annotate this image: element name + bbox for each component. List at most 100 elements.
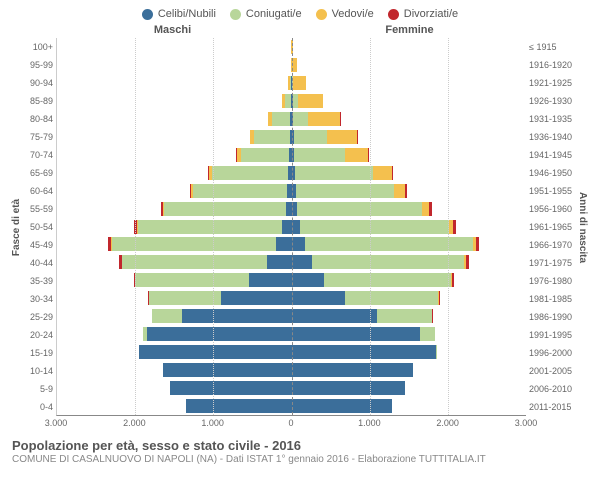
population-pyramid-chart: Celibi/NubiliConiugati/eVedovi/eDivorzia… [0,0,600,500]
segment [212,166,289,180]
birth-year-label: 1921-1925 [526,74,578,92]
segment [296,184,394,198]
birth-year-label: ≤ 1915 [526,38,578,56]
age-label: 65-69 [22,164,56,182]
segment [295,166,373,180]
birth-year-label: 2011-2015 [526,398,578,416]
segment [292,273,325,287]
birth-year-label: 1941-1945 [526,146,578,164]
bar-male [57,58,292,72]
legend-label: Vedovi/e [332,8,374,20]
segment [476,237,480,251]
x-tick: 1.000 [201,418,224,428]
birth-year-axis: ≤ 19151916-19201921-19251926-19301931-19… [526,38,578,416]
x-tick: 3.000 [45,418,68,428]
birth-year-label: 1971-1975 [526,254,578,272]
segment [152,309,182,323]
segment [312,255,464,269]
header-male: Maschi [54,24,291,36]
x-tick: 3.000 [515,418,538,428]
age-label: 80-84 [22,110,56,128]
segment [241,148,289,162]
legend-swatch [230,9,241,20]
age-label: 0-4 [22,398,56,416]
chart-footer: Popolazione per età, sesso e stato civil… [12,438,588,465]
segment [324,273,451,287]
bar-female [292,220,527,234]
bar-female [292,184,527,198]
segment [466,255,469,269]
bar-female [292,94,527,108]
birth-year-label: 1951-1955 [526,182,578,200]
segment [282,220,291,234]
segment [254,130,289,144]
bar-female [292,345,527,359]
bar-male [57,40,292,54]
birth-year-label: 1991-1995 [526,326,578,344]
segment [298,94,323,108]
segment [182,309,291,323]
age-label: 10-14 [22,362,56,380]
birth-year-label: 1946-1950 [526,164,578,182]
bar-male [57,148,292,162]
segment [139,345,291,359]
bar-female [292,237,527,251]
legend-swatch [142,9,153,20]
segment [394,184,406,198]
segment [112,237,276,251]
segment [439,291,440,305]
segment [294,130,327,144]
age-axis: 100+95-9990-9485-8980-8475-7970-7465-696… [22,38,56,416]
bar-male [57,273,292,287]
bar-male [57,166,292,180]
segment [147,327,292,341]
legend-item: Vedovi/e [316,8,374,20]
chart-title: Popolazione per età, sesso e stato civil… [12,438,588,453]
bar-female [292,363,527,377]
bar-female [292,255,527,269]
bar-female [292,327,527,341]
segment [300,220,449,234]
x-tick: 0 [288,418,293,428]
bars-area [56,38,526,416]
x-tick: 2.000 [436,418,459,428]
birth-year-label: 1976-1980 [526,272,578,290]
age-label: 40-44 [22,254,56,272]
segment [138,220,283,234]
age-label: 30-34 [22,290,56,308]
segment [186,399,292,413]
age-label: 25-29 [22,308,56,326]
segment [293,76,306,90]
segment [345,291,439,305]
x-tick: 1.000 [358,418,381,428]
age-label: 15-19 [22,344,56,362]
birth-year-label: 1956-1960 [526,200,578,218]
legend-label: Coniugati/e [246,8,302,20]
age-label: 50-54 [22,218,56,236]
segment [149,291,221,305]
segment [292,327,421,341]
bar-female [292,112,527,126]
segment [292,381,405,395]
segment [292,291,345,305]
segment [292,255,312,269]
birth-year-label: 1966-1970 [526,236,578,254]
bar-female [292,309,527,323]
birth-year-label: 2006-2010 [526,380,578,398]
segment [292,220,301,234]
bar-female [292,273,527,287]
legend-swatch [388,9,399,20]
bar-male [57,184,292,198]
bar-male [57,76,292,90]
gender-headers: Maschi Femmine [12,24,588,36]
legend-label: Celibi/Nubili [158,8,216,20]
segment [292,58,297,72]
segment [345,148,368,162]
bar-female [292,58,527,72]
segment [292,399,392,413]
bar-male [57,237,292,251]
age-label: 90-94 [22,74,56,92]
segment [164,202,285,216]
birth-year-label: 1926-1930 [526,92,578,110]
bar-female [292,381,527,395]
